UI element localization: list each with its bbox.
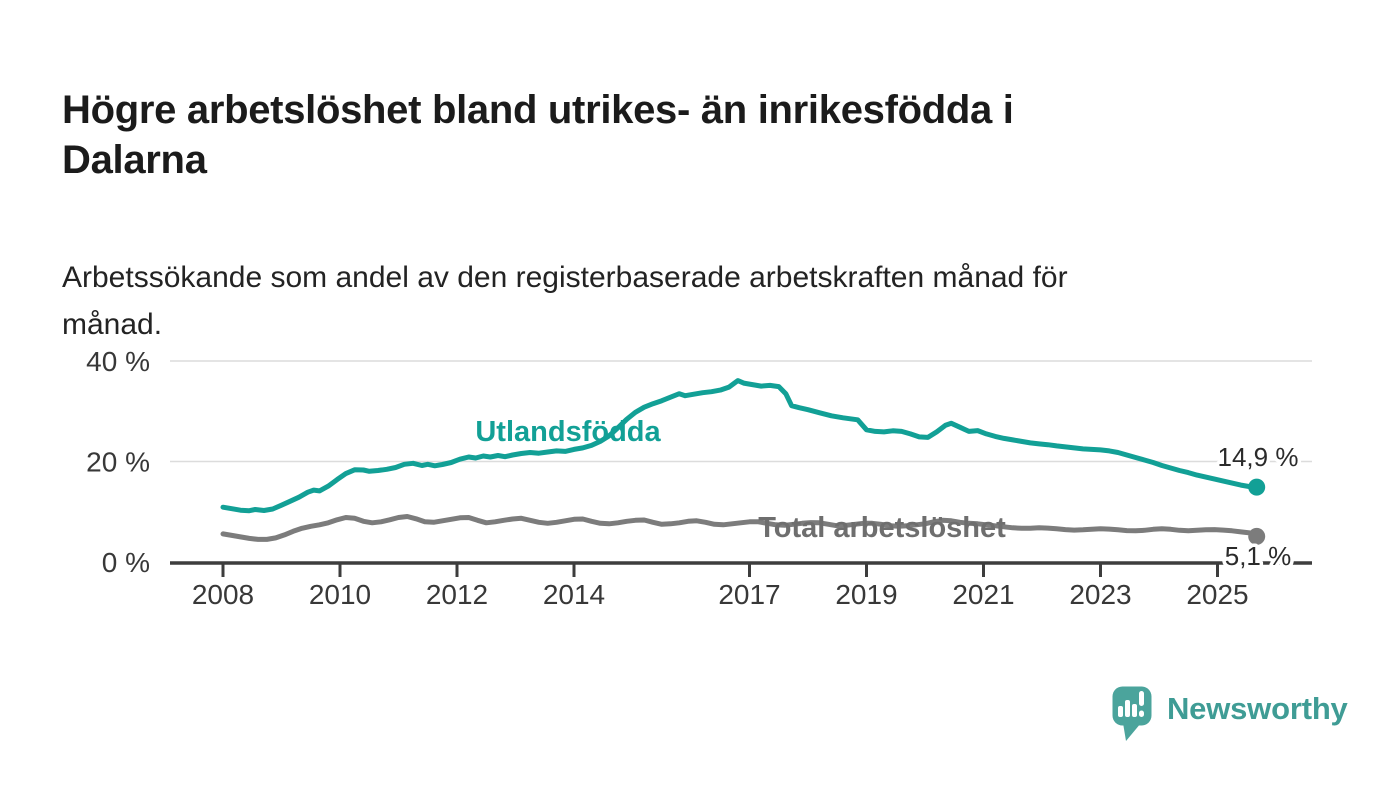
x-tick-label: 2010 [309, 579, 371, 610]
series-end-dot-total [1248, 527, 1266, 545]
chart-title-line2: Dalarna [62, 137, 207, 182]
chart-title: Högre arbetslöshet bland utrikes- än inr… [62, 85, 1302, 185]
x-tick-label: 2017 [718, 579, 780, 610]
chart-subtitle-line2: månad. [62, 308, 163, 341]
series-label-utlandsfodda: Utlandsfödda [475, 416, 661, 448]
y-tick-label: 0 % [102, 547, 150, 578]
x-tick-label: 2014 [543, 579, 605, 610]
series-line-total [220, 514, 1260, 542]
x-tick-label: 2012 [426, 579, 488, 610]
bar-chart-speech-bubble-icon [1112, 686, 1152, 741]
y-tick-label: 40 % [86, 346, 150, 377]
x-tick-label: 2008 [192, 579, 254, 610]
chart-subtitle: Arbetssökande som andel av den registerb… [62, 254, 1302, 348]
x-tick-label: 2023 [1069, 579, 1131, 610]
series-end-dot-utlandsfodda [1248, 478, 1266, 496]
newsworthy-branding: Newsworthy [1112, 686, 1348, 748]
x-tick-label: 2025 [1186, 579, 1248, 610]
x-tick-label: 2019 [835, 579, 897, 610]
end-value-label-utlandsfodda: 14,9 % [1218, 442, 1299, 472]
end-value-label-total: 5,1 % [1225, 541, 1292, 571]
series-line-utlandsfodda [220, 378, 1260, 514]
chart-title-line1: Högre arbetslöshet bland utrikes- än inr… [62, 87, 1014, 132]
series-label-total: Total arbetslöshet [758, 512, 1006, 544]
y-tick-label: 20 % [86, 447, 150, 478]
chart-subtitle-line1: Arbetssökande som andel av den registerb… [62, 261, 1068, 294]
newsworthy-logo-text: Newsworthy [1167, 691, 1348, 726]
x-tick-label: 2021 [952, 579, 1014, 610]
